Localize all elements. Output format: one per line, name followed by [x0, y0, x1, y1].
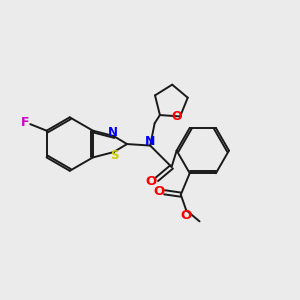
Text: O: O	[153, 185, 164, 198]
Text: N: N	[145, 135, 156, 148]
Text: S: S	[111, 149, 119, 162]
Text: N: N	[107, 126, 117, 139]
Text: O: O	[146, 175, 157, 188]
Text: O: O	[171, 110, 182, 123]
Text: F: F	[21, 116, 29, 129]
Text: O: O	[181, 209, 192, 222]
